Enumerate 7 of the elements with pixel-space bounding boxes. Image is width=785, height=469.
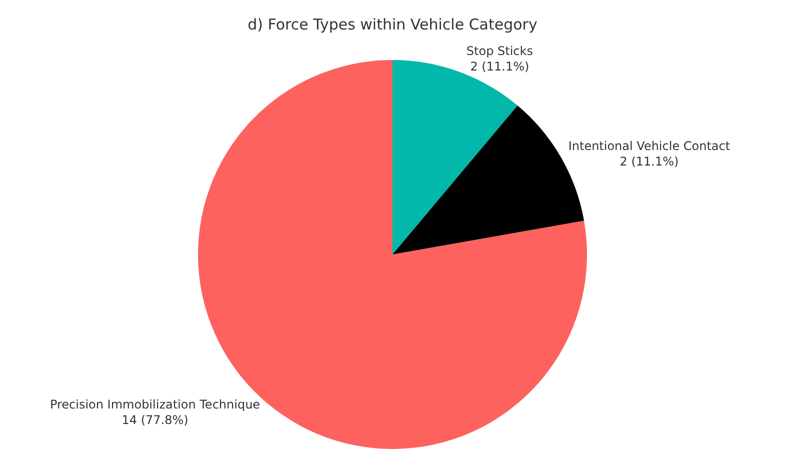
slice-label: Precision Immobilization Technique — [50, 397, 260, 412]
data-label: 14 (77.8%) — [122, 412, 188, 427]
chart-title: d) Force Types within Vehicle Category — [248, 15, 538, 34]
data-label: 2 (11.1%) — [620, 154, 679, 168]
data-label: 2 (11.1%) — [470, 59, 530, 74]
slice-label: Intentional Vehicle Contact — [568, 138, 730, 153]
slice-label: Stop Sticks — [466, 44, 533, 58]
